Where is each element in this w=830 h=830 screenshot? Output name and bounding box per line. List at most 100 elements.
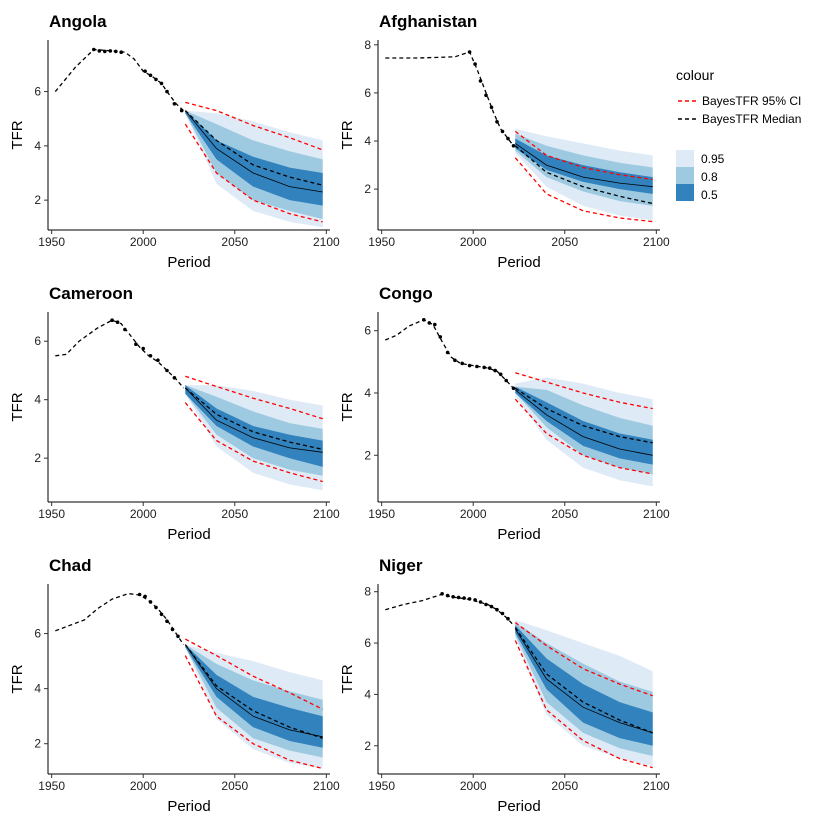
observed-point <box>165 89 169 94</box>
y-tick-label: 6 <box>34 627 41 641</box>
observed-point <box>506 616 510 621</box>
observed-point <box>462 596 466 600</box>
legend-swatch-95 <box>676 150 694 167</box>
bayes-ci-lower-line <box>184 123 323 223</box>
panel-angola: 1950 2000 2050 2100 2 4 6 Angola Period TFR <box>9 12 340 271</box>
panel-title: Afghanistan <box>379 12 477 31</box>
median-solid-line <box>515 143 653 188</box>
y-tick-label: 4 <box>34 682 41 696</box>
x-tick-label: 2050 <box>551 235 578 249</box>
observed-point <box>172 102 177 106</box>
legend-80-label: 0.8 <box>701 170 718 184</box>
observed-point <box>137 592 142 597</box>
observed-point <box>170 627 175 632</box>
observed-point <box>172 376 177 380</box>
history-line <box>385 51 515 147</box>
median-solid-line <box>514 628 653 734</box>
observed-point <box>453 358 457 363</box>
history-line <box>55 319 185 389</box>
observed-point <box>467 50 472 54</box>
y-axis-label: TFR <box>339 120 356 149</box>
x-tick-label: 1950 <box>368 507 395 521</box>
x-tick-label: 1950 <box>368 779 395 793</box>
panel-title: Cameroon <box>49 284 133 303</box>
observed-point <box>445 593 450 598</box>
panel-title: Congo <box>379 284 433 303</box>
observed-point <box>489 105 494 110</box>
bayes-median-line <box>184 110 323 186</box>
observed-point <box>148 73 153 78</box>
band-50 <box>185 644 323 748</box>
y-axis-label: TFR <box>339 664 356 693</box>
legend-median-label: BayesTFR Median <box>702 112 801 126</box>
y-tick-label: 6 <box>364 636 371 650</box>
y-axis-label: TFR <box>9 664 26 693</box>
x-tick-label: 1950 <box>38 507 65 521</box>
observed-point <box>114 49 118 54</box>
observed-point <box>159 612 164 617</box>
history-line <box>385 593 514 626</box>
x-tick-label: 2000 <box>460 507 487 521</box>
x-axis-label: Period <box>167 254 210 271</box>
y-tick-label: 8 <box>364 585 371 599</box>
median-solid-line <box>185 387 323 453</box>
observed-point <box>115 320 120 325</box>
observed-point <box>511 144 516 148</box>
observed-point <box>493 368 498 373</box>
y-tick-label: 4 <box>34 139 41 153</box>
observed-point <box>143 69 147 73</box>
panel-niger: 1950 2000 2050 2100 2 4 6 8 Niger Period TFR <box>339 556 670 815</box>
observed-point <box>108 49 113 53</box>
bayes-ci-lower-line <box>514 157 653 223</box>
y-tick-label: 4 <box>364 134 371 148</box>
observed-point <box>498 372 503 377</box>
y-tick-label: 4 <box>364 687 371 701</box>
observed-point <box>495 607 499 612</box>
observed-point <box>422 318 426 322</box>
observed-point <box>165 368 169 373</box>
bayes-ci-lower-line <box>184 402 323 483</box>
band-50 <box>185 385 323 467</box>
observed-point <box>154 77 158 82</box>
observed-point <box>103 49 107 54</box>
x-tick-label: 2000 <box>130 507 157 521</box>
y-tick-label: 6 <box>364 324 371 338</box>
y-tick-label: 6 <box>364 86 371 100</box>
y-tick-label: 6 <box>34 85 41 99</box>
history-line <box>55 592 185 645</box>
legend-swatch-50 <box>676 184 694 201</box>
x-tick-label: 2050 <box>551 779 578 793</box>
bayes-median-line <box>184 644 323 739</box>
panel-title: Angola <box>49 12 107 31</box>
observed-point <box>478 79 483 83</box>
y-tick-label: 2 <box>34 193 41 207</box>
legend: colour BayesTFR 95% CI BayesTFR Median 0… <box>676 67 801 202</box>
y-axis-label: TFR <box>9 392 26 421</box>
x-tick-label: 2000 <box>460 235 487 249</box>
x-tick-label: 2050 <box>221 507 248 521</box>
observed-point <box>484 93 488 98</box>
history-line <box>54 48 184 112</box>
observed-point <box>123 327 127 332</box>
x-tick-label: 2000 <box>130 235 157 249</box>
observed-point <box>148 600 153 604</box>
observed-point <box>134 342 138 347</box>
bayes-ci-upper-line <box>185 101 323 151</box>
observed-point <box>438 335 443 339</box>
x-axis-label: Period <box>497 798 540 815</box>
x-tick-label: 2050 <box>551 507 578 521</box>
observed-point <box>478 600 483 604</box>
observed-point <box>495 120 499 124</box>
observed-point <box>473 62 477 66</box>
bayes-median-line <box>514 627 653 734</box>
panel-afghanistan: 1950 2000 2050 2100 2 4 6 8 Afghanistan Period TFR <box>339 12 670 271</box>
y-tick-label: 6 <box>34 334 41 348</box>
observed-point <box>165 619 169 623</box>
y-tick-label: 2 <box>364 739 371 753</box>
y-tick-label: 2 <box>34 737 41 751</box>
observed-point <box>427 321 432 325</box>
legend-50-label: 0.5 <box>701 188 718 202</box>
panels-layer: 1950 2000 2050 2100 2 4 6 Angola Period TFR 1950 20… <box>9 12 670 815</box>
observed-point <box>156 358 160 363</box>
y-tick-label: 2 <box>364 448 371 462</box>
